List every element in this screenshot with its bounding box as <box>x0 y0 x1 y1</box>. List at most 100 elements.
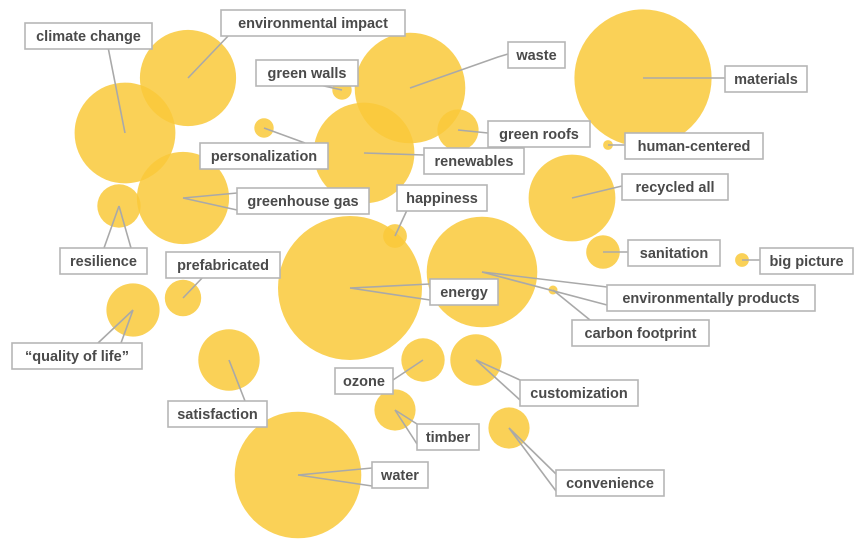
leader-line-timber-1 <box>394 409 418 425</box>
leader-line-energy-2 <box>349 287 431 301</box>
label-box-customization <box>519 379 639 407</box>
label-text-quality-of-life: “quality of life” <box>25 349 129 365</box>
label-box-prefabricated <box>165 251 281 279</box>
label-text-climate-change: climate change <box>36 29 141 45</box>
label-box-recycled-all <box>621 173 729 201</box>
leader-line-resilience-2 <box>118 205 132 249</box>
label-box-human-centered <box>624 132 764 160</box>
leader-line-resilience-1 <box>103 205 120 249</box>
leader-line-happiness-1 <box>394 207 409 237</box>
leader-line-environmentally-products-2 <box>481 271 608 306</box>
label-box-ozone <box>334 367 394 395</box>
label-human-centered: human-centered <box>624 132 764 160</box>
leader-line-water-1 <box>297 467 373 476</box>
label-box-greenhouse-gas <box>236 187 370 215</box>
label-environmental-impact: environmental impact <box>220 9 406 37</box>
label-box-big-picture <box>759 247 854 275</box>
label-quality-of-life: “quality of life” <box>11 342 143 370</box>
leader-line-satisfaction-1 <box>228 359 246 402</box>
leader-line-carbon-footprint-1 <box>552 289 591 321</box>
label-text-renewables: renewables <box>435 154 514 170</box>
label-text-convenience: convenience <box>566 476 654 492</box>
leader-line-ozone-1 <box>392 359 424 381</box>
label-text-human-centered: human-centered <box>638 139 751 155</box>
label-personalization: personalization <box>199 142 329 170</box>
label-box-personalization <box>199 142 329 170</box>
leader-line-recycled-all-1 <box>571 185 623 199</box>
label-renewables: renewables <box>423 147 525 175</box>
leader-line-prefabricated-1 <box>182 274 206 299</box>
label-text-big-picture: big picture <box>769 254 843 270</box>
label-text-recycled-all: recycled all <box>636 180 715 196</box>
leader-line-environmentally-products-1 <box>481 271 608 288</box>
label-box-environmentally-products <box>606 284 816 312</box>
label-customization: customization <box>519 379 639 407</box>
label-text-materials: materials <box>734 72 798 88</box>
label-box-waste <box>507 41 566 69</box>
label-materials: materials <box>724 65 808 93</box>
label-text-timber: timber <box>426 430 471 446</box>
label-sanitation: sanitation <box>627 239 721 267</box>
leader-line-greenhouse-gas-1 <box>182 192 238 199</box>
leader-line-quality-of-life-2 <box>120 309 134 344</box>
label-box-climate-change <box>24 22 153 50</box>
label-box-happiness <box>396 184 488 212</box>
label-carbon-footprint: carbon footprint <box>571 319 710 347</box>
label-box-carbon-footprint <box>571 319 710 347</box>
label-text-resilience: resilience <box>70 254 137 270</box>
leader-line-energy-1 <box>349 283 431 289</box>
label-text-customization: customization <box>530 386 627 402</box>
label-climate-change: climate change <box>24 22 153 50</box>
label-box-quality-of-life <box>11 342 143 370</box>
leader-line-green-roofs-1 <box>457 129 489 134</box>
label-text-energy: energy <box>440 285 488 301</box>
label-environmentally-products: environmentally products <box>606 284 816 312</box>
label-prefabricated: prefabricated <box>165 251 281 279</box>
label-box-green-walls <box>255 59 359 87</box>
leader-line-renewables-1 <box>363 152 425 156</box>
label-text-ozone: ozone <box>343 374 385 390</box>
label-timber: timber <box>416 423 480 451</box>
leader-line-timber-2 <box>394 409 418 445</box>
label-ozone: ozone <box>334 367 394 395</box>
label-text-personalization: personalization <box>211 149 317 165</box>
label-waste: waste <box>507 41 566 69</box>
label-water: water <box>371 461 429 489</box>
label-box-renewables <box>423 147 525 175</box>
leader-line-convenience-2 <box>508 427 557 492</box>
label-text-sanitation: sanitation <box>640 246 708 262</box>
label-energy: energy <box>429 278 499 306</box>
labels-layer: climate change environmental impact green … <box>11 9 854 497</box>
label-text-environmental-impact: environmental impact <box>238 16 388 32</box>
label-green-roofs: green roofs <box>487 120 591 148</box>
label-text-environmentally-products: environmentally products <box>622 291 799 307</box>
leader-line-convenience-1 <box>508 427 557 475</box>
label-text-waste: waste <box>515 48 556 64</box>
label-box-environmental-impact <box>220 9 406 37</box>
leader-line-quality-of-life-1 <box>97 309 134 344</box>
leader-line-water-2 <box>297 474 373 487</box>
label-convenience: convenience <box>555 469 665 497</box>
label-text-prefabricated: prefabricated <box>177 258 269 274</box>
label-resilience: resilience <box>59 247 148 275</box>
label-box-resilience <box>59 247 148 275</box>
label-big-picture: big picture <box>759 247 854 275</box>
label-text-water: water <box>380 468 419 484</box>
label-satisfaction: satisfaction <box>167 400 268 428</box>
label-text-green-roofs: green roofs <box>499 127 579 143</box>
label-box-materials <box>724 65 808 93</box>
label-box-sanitation <box>627 239 721 267</box>
label-box-energy <box>429 278 499 306</box>
label-box-timber <box>416 423 480 451</box>
leader-line-personalization-1 <box>263 127 306 144</box>
label-greenhouse-gas: greenhouse gas <box>236 187 370 215</box>
label-text-green-walls: green walls <box>268 66 347 82</box>
label-box-green-roofs <box>487 120 591 148</box>
label-happiness: happiness <box>396 184 488 212</box>
label-text-happiness: happiness <box>406 191 478 207</box>
leader-line-customization-2 <box>475 359 521 401</box>
leader-lines-layer <box>97 33 760 492</box>
label-green-walls: green walls <box>255 59 359 87</box>
label-recycled-all: recycled all <box>621 173 729 201</box>
